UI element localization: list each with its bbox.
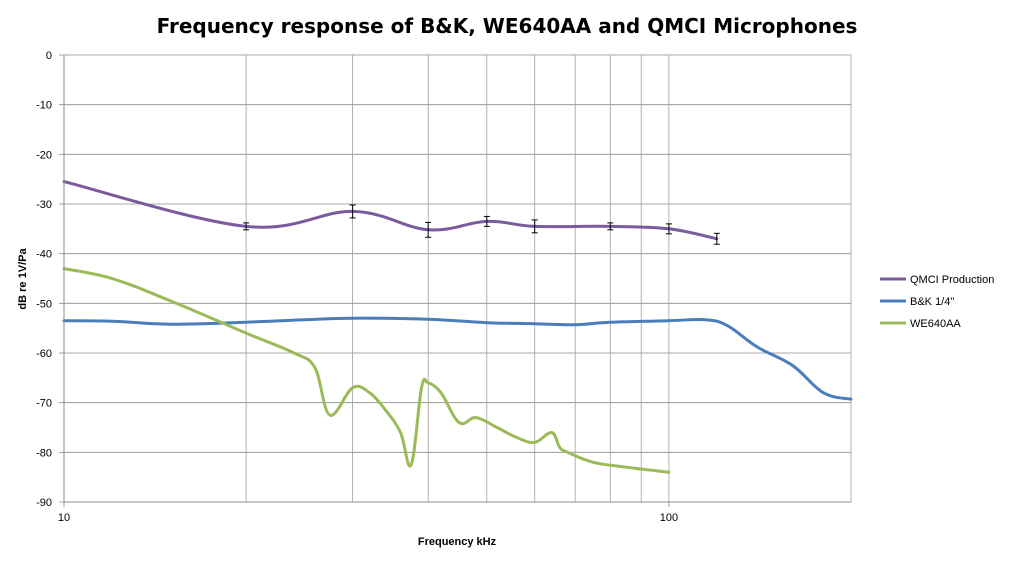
y-tick-label: -10	[36, 100, 52, 112]
error-bar	[243, 222, 250, 231]
legend-item-we640aa: WE640AA	[880, 318, 961, 330]
legend-label: WE640AA	[910, 318, 961, 330]
error-bar	[713, 232, 720, 245]
y-tick-label: -40	[36, 249, 52, 261]
series-layer	[62, 180, 853, 474]
error-bar	[483, 215, 490, 227]
y-tick-label: -90	[36, 497, 52, 509]
legend-label: QMCI Production	[910, 274, 994, 286]
error-bar	[349, 204, 356, 219]
y-tick-label: -20	[36, 149, 52, 161]
series-line-we640aa	[62, 267, 671, 474]
x-tick-label: 100	[660, 512, 678, 524]
series-line-bk-quarter-inch	[62, 316, 853, 401]
chart-title: Frequency response of B&K, WE640AA and Q…	[157, 14, 858, 38]
error-bar	[425, 221, 432, 238]
y-tick-label: -50	[36, 298, 52, 310]
error-bar	[607, 222, 614, 231]
y-tick-label: -80	[36, 447, 52, 459]
y-tick-label: -30	[36, 199, 52, 211]
x-axis-label: Frequency kHz	[418, 536, 497, 548]
x-tick-label: 10	[58, 512, 70, 524]
error-bar	[531, 219, 538, 234]
y-tick-label: -70	[36, 398, 52, 410]
series-line-qmci-production	[62, 180, 719, 241]
legend-item-bk-quarter-inch: B&K 1/4"	[880, 296, 954, 308]
y-axis-label: dB re 1V/Pa	[17, 248, 29, 310]
error-bar	[665, 223, 672, 235]
gridlines	[63, 54, 852, 503]
legend-item-qmci-production: QMCI Production	[880, 274, 994, 286]
legend-label: B&K 1/4"	[910, 296, 954, 308]
legend: QMCI Production B&K 1/4" WE640AA	[880, 274, 994, 330]
y-tick-label: -60	[36, 348, 52, 360]
y-tick-label: 0	[46, 50, 52, 62]
axis-layer: 0 -10 -20 -30 -40 -50 -60 -70 -80 -90 10 100	[36, 50, 851, 524]
